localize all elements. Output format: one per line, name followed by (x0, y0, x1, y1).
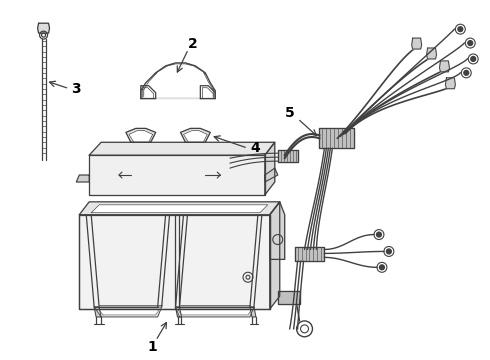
Polygon shape (38, 23, 49, 33)
Polygon shape (129, 130, 153, 142)
Polygon shape (265, 142, 275, 195)
Polygon shape (278, 150, 297, 162)
Text: 4: 4 (250, 141, 260, 155)
Polygon shape (141, 86, 156, 99)
Polygon shape (445, 78, 455, 89)
Polygon shape (98, 309, 160, 315)
Polygon shape (175, 307, 254, 317)
Polygon shape (180, 129, 210, 142)
Polygon shape (250, 307, 256, 317)
Circle shape (376, 232, 381, 237)
Polygon shape (91, 205, 268, 213)
Polygon shape (270, 202, 285, 260)
Text: 1: 1 (148, 340, 158, 354)
Polygon shape (89, 142, 275, 155)
Polygon shape (202, 88, 213, 99)
Polygon shape (278, 291, 299, 304)
Polygon shape (79, 202, 280, 215)
Text: 3: 3 (72, 82, 81, 96)
Circle shape (458, 27, 463, 32)
Polygon shape (270, 202, 280, 309)
Polygon shape (200, 86, 215, 99)
Circle shape (387, 249, 392, 254)
Polygon shape (412, 38, 421, 49)
Polygon shape (89, 155, 265, 195)
Circle shape (468, 41, 473, 46)
Polygon shape (94, 307, 101, 317)
Circle shape (379, 265, 385, 270)
Polygon shape (183, 130, 207, 142)
Polygon shape (440, 61, 449, 72)
Text: 5: 5 (285, 105, 294, 120)
Polygon shape (94, 307, 162, 317)
Polygon shape (144, 64, 213, 96)
Polygon shape (141, 63, 215, 99)
Polygon shape (177, 309, 252, 315)
Polygon shape (175, 307, 181, 317)
Polygon shape (427, 48, 437, 59)
Polygon shape (143, 88, 154, 99)
Polygon shape (319, 129, 354, 148)
Polygon shape (126, 129, 156, 142)
Polygon shape (265, 168, 278, 182)
Text: 2: 2 (188, 37, 197, 51)
Polygon shape (76, 175, 89, 182)
Circle shape (464, 70, 469, 75)
Polygon shape (79, 215, 270, 309)
Circle shape (471, 57, 476, 62)
Polygon shape (294, 247, 324, 261)
